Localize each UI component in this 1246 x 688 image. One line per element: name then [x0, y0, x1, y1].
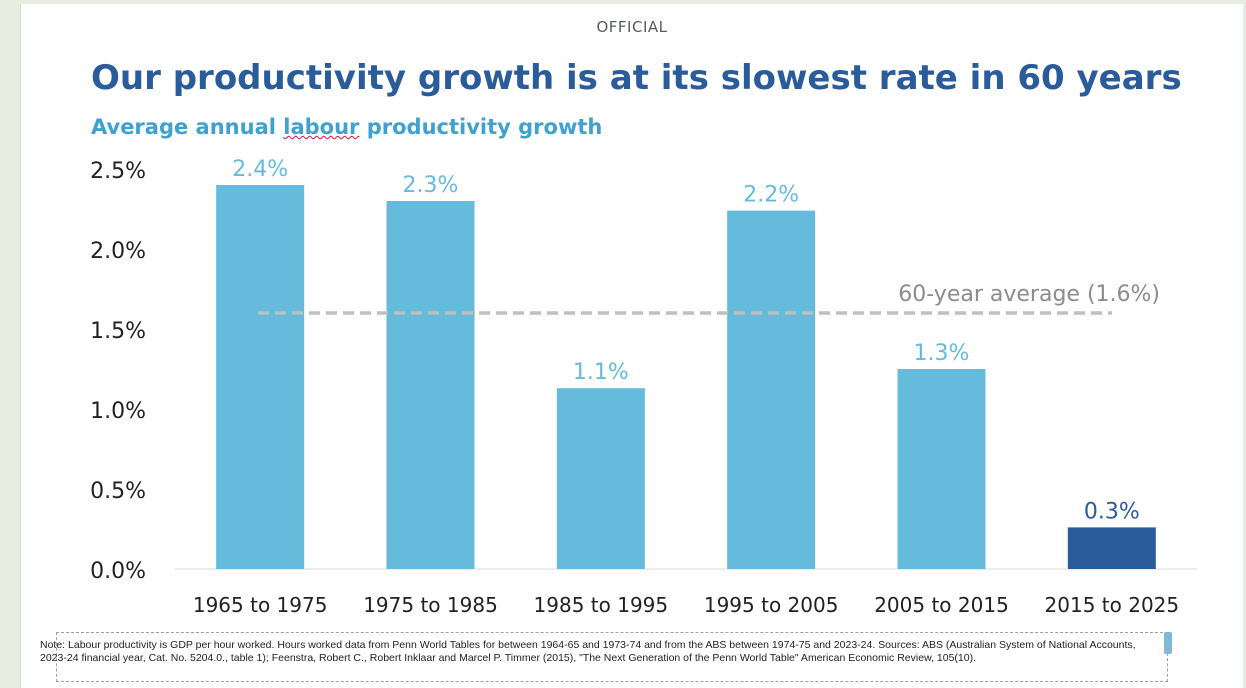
y-tick-label: 1.0% — [90, 399, 146, 424]
data-label: 2.3% — [403, 173, 459, 198]
bar — [897, 369, 986, 569]
bar — [727, 210, 816, 569]
resize-handle[interactable] — [1164, 632, 1172, 654]
x-tick-label: 1965 to 1975 — [193, 593, 328, 617]
bar — [216, 185, 305, 569]
note-text-frame[interactable] — [56, 632, 1168, 682]
x-tick-label: 1985 to 1995 — [534, 593, 669, 617]
bar — [556, 388, 645, 569]
y-tick-label: 2.0% — [90, 239, 146, 264]
x-tick-label: 1995 to 2005 — [704, 593, 839, 617]
bar — [386, 201, 475, 569]
data-label: 2.4% — [232, 157, 288, 182]
data-label: 2.2% — [743, 183, 799, 208]
data-label: 1.1% — [573, 360, 629, 385]
subtitle-underlined-word: labour — [283, 115, 360, 139]
data-label: 1.3% — [914, 341, 970, 366]
x-tick-label: 2015 to 2025 — [1045, 593, 1180, 617]
y-tick-label: 1.5% — [90, 319, 146, 344]
x-tick-label: 1975 to 1985 — [363, 593, 498, 617]
bar — [1067, 527, 1156, 569]
chart-title: Our productivity growth is at its slowes… — [91, 58, 1182, 98]
subtitle-part: productivity growth — [359, 115, 603, 139]
subtitle-part: Average annual — [91, 115, 284, 139]
chart-subtitle: Average annual labour productivity growt… — [91, 115, 602, 139]
classification-label: OFFICIAL — [596, 18, 668, 36]
data-label: 0.3% — [1084, 499, 1140, 524]
average-line-label: 60-year average (1.6%) — [898, 282, 1160, 307]
y-tick-label: 0.0% — [90, 559, 146, 584]
source-note: Note: Labour productivity is GDP per hou… — [40, 639, 1136, 664]
y-tick-label: 0.5% — [90, 479, 146, 504]
y-tick-label: 2.5% — [90, 159, 146, 184]
x-tick-label: 2005 to 2015 — [874, 593, 1009, 617]
